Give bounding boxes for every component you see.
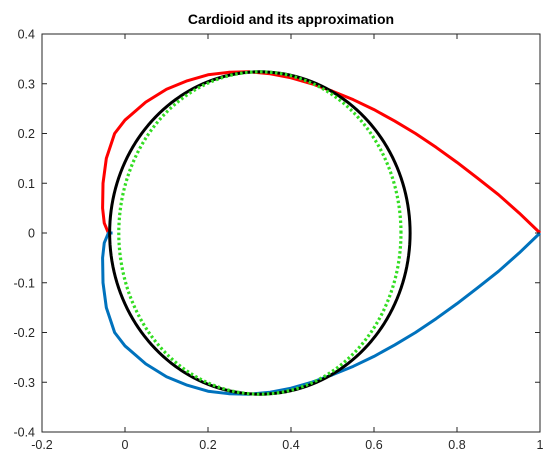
x-tick-label: 1 [537,438,544,452]
x-tick-label: 0.2 [199,438,216,452]
x-tick-label: 0.8 [448,438,465,452]
y-tick-label: -0.1 [13,276,35,290]
y-tick-label: -0.3 [13,376,35,390]
y-tick-label: -0.2 [13,326,35,340]
series-layer [101,70,542,396]
x-tick-label: -0.2 [31,438,53,452]
plot-area [41,33,541,433]
series-2-line [108,70,412,396]
y-tick-label: -0.4 [13,426,35,440]
y-tick-label: 0 [28,227,35,241]
tick-layer: -0.2 0 0.2 0.4 0.6 0.8 1 -0.4 -0.3 -0.2 -0.1 0 0.1 0.… [13,28,543,453]
x-tick-label: 0.4 [282,438,299,452]
y-tick-label: 0.1 [18,177,35,191]
y-tick-label: 0.4 [18,28,35,42]
x-tick-label: 0 [122,438,129,452]
x-tick-label: 0.6 [365,438,382,452]
y-tick-label: 0.3 [18,77,35,91]
chart-title: Cardioid and its approximation [188,11,394,27]
y-tick-label: 0.2 [18,127,35,141]
series-3-line [117,70,403,396]
